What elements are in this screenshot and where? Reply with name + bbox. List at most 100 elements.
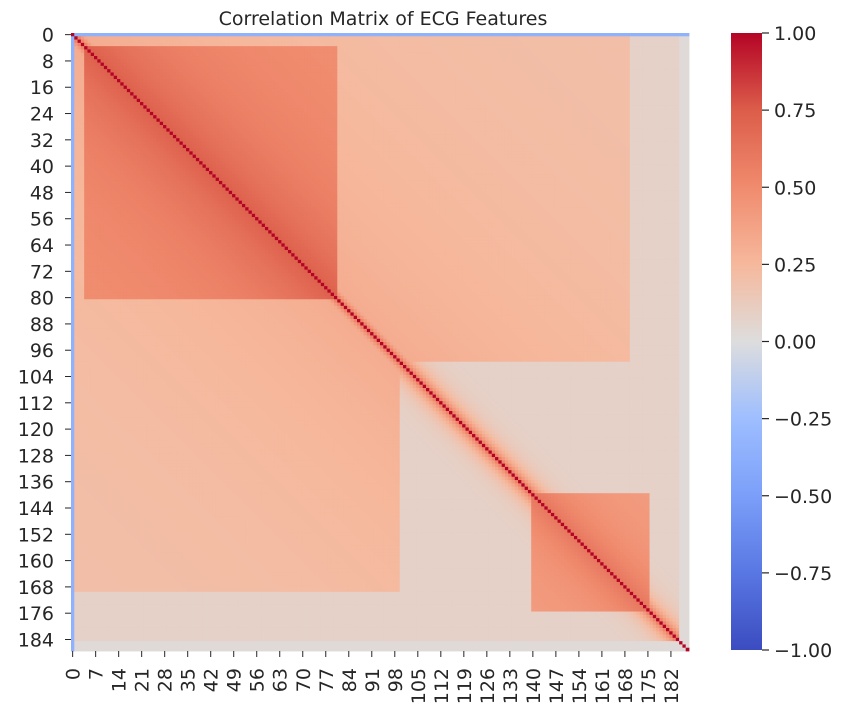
heatmap-cell bbox=[502, 56, 506, 60]
heatmap-cell bbox=[212, 53, 216, 57]
heatmap-cell bbox=[110, 86, 114, 90]
heatmap-cell bbox=[170, 82, 174, 86]
heatmap-cell bbox=[508, 82, 512, 86]
heatmap-cell bbox=[669, 36, 673, 40]
heatmap-cell bbox=[544, 59, 548, 63]
heatmap-cell bbox=[636, 53, 640, 57]
heatmap-cell bbox=[581, 56, 585, 60]
heatmap-cell bbox=[686, 86, 690, 90]
heatmap-cell bbox=[419, 102, 423, 106]
heatmap-cell bbox=[597, 69, 601, 73]
heatmap-cell bbox=[452, 66, 456, 70]
heatmap-cell bbox=[594, 36, 598, 40]
heatmap-cell bbox=[179, 92, 183, 96]
heatmap-cell bbox=[613, 56, 617, 60]
heatmap-cell bbox=[189, 53, 193, 57]
heatmap-cell bbox=[403, 69, 407, 73]
heatmap-cell bbox=[341, 79, 345, 83]
heatmap-cell bbox=[196, 82, 200, 86]
heatmap-cell bbox=[334, 43, 338, 47]
heatmap-cell bbox=[531, 49, 535, 53]
heatmap-cell bbox=[676, 69, 680, 73]
heatmap-cell bbox=[656, 69, 660, 73]
heatmap-cell bbox=[646, 36, 650, 40]
heatmap-cell bbox=[567, 36, 571, 40]
heatmap-cell bbox=[308, 92, 312, 96]
heatmap-cell bbox=[97, 89, 101, 93]
heatmap-cell bbox=[314, 72, 318, 76]
heatmap-cell bbox=[393, 72, 397, 76]
heatmap-cell bbox=[600, 86, 604, 90]
heatmap-cell bbox=[620, 79, 624, 83]
heatmap-cell bbox=[456, 92, 460, 96]
heatmap-cell bbox=[314, 40, 318, 44]
heatmap-cell bbox=[531, 33, 535, 37]
heatmap-cell bbox=[272, 86, 276, 90]
heatmap-cell bbox=[140, 43, 144, 47]
heatmap-cell bbox=[475, 82, 479, 86]
heatmap-cell bbox=[370, 43, 374, 47]
heatmap-cell bbox=[498, 86, 502, 90]
heatmap-cell bbox=[479, 33, 483, 37]
heatmap-cell bbox=[436, 43, 440, 47]
heatmap-cell bbox=[396, 49, 400, 53]
heatmap-cell bbox=[166, 43, 170, 47]
heatmap-cell bbox=[232, 72, 236, 76]
heatmap-cell bbox=[186, 92, 190, 96]
heatmap-cell bbox=[235, 76, 239, 80]
heatmap-cell bbox=[630, 53, 634, 57]
heatmap-cell bbox=[104, 82, 108, 86]
heatmap-cell bbox=[518, 53, 522, 57]
heatmap-cell bbox=[176, 69, 180, 73]
heatmap-cell bbox=[262, 86, 266, 90]
heatmap-cell bbox=[357, 43, 361, 47]
heatmap-cell bbox=[627, 72, 631, 76]
heatmap-cell bbox=[541, 53, 545, 57]
heatmap-cell bbox=[360, 49, 364, 53]
heatmap-cell bbox=[600, 56, 604, 60]
heatmap-cell bbox=[673, 49, 677, 53]
heatmap-cell bbox=[193, 99, 197, 103]
heatmap-cell bbox=[304, 89, 308, 93]
heatmap-cell bbox=[482, 102, 486, 106]
heatmap-cell bbox=[347, 99, 351, 103]
heatmap-cell bbox=[584, 66, 588, 70]
heatmap-cell bbox=[226, 69, 230, 73]
heatmap-cell bbox=[222, 49, 226, 53]
heatmap-cell bbox=[71, 99, 75, 103]
heatmap-cell bbox=[304, 49, 308, 53]
heatmap-cell bbox=[173, 59, 177, 63]
heatmap-cell bbox=[604, 53, 608, 57]
heatmap-cell bbox=[495, 49, 499, 53]
heatmap-cell bbox=[170, 92, 174, 96]
heatmap-cell bbox=[147, 92, 151, 96]
heatmap-cell bbox=[620, 33, 624, 37]
heatmap-cell bbox=[469, 95, 473, 99]
heatmap-cell bbox=[531, 76, 535, 80]
heatmap-cell bbox=[173, 56, 177, 60]
heatmap-cell bbox=[232, 76, 236, 80]
heatmap-cell bbox=[120, 102, 124, 106]
heatmap-cell bbox=[406, 36, 410, 40]
heatmap-cell bbox=[528, 99, 532, 103]
heatmap-cell bbox=[630, 33, 634, 37]
heatmap-cell bbox=[419, 49, 423, 53]
heatmap-cell bbox=[104, 86, 108, 90]
heatmap-cell bbox=[449, 89, 453, 93]
heatmap-cell bbox=[492, 86, 496, 90]
heatmap-cell bbox=[400, 46, 404, 50]
heatmap-cell bbox=[327, 53, 331, 57]
heatmap-cell bbox=[475, 33, 479, 37]
heatmap-cell bbox=[436, 33, 440, 37]
heatmap-cell bbox=[485, 53, 489, 57]
heatmap-cell bbox=[416, 53, 420, 57]
heatmap-cell bbox=[679, 46, 683, 50]
heatmap-cell bbox=[393, 49, 397, 53]
heatmap-cell bbox=[380, 40, 384, 44]
heatmap-cell bbox=[183, 66, 187, 70]
heatmap-cell bbox=[104, 66, 108, 70]
heatmap-cell bbox=[318, 36, 322, 40]
heatmap-cell bbox=[387, 59, 391, 63]
heatmap-cell bbox=[193, 56, 197, 60]
heatmap-cell bbox=[367, 99, 371, 103]
